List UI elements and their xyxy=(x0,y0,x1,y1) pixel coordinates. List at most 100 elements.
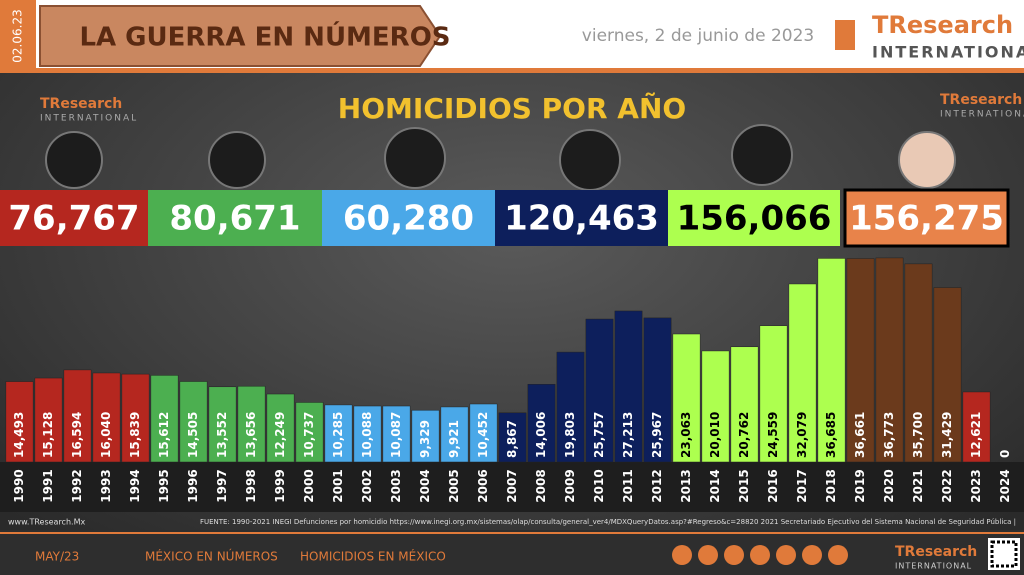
social-icon[interactable] xyxy=(776,545,796,565)
value-label: 25,757 xyxy=(592,412,606,458)
x-tick-label: 2006 xyxy=(476,469,490,502)
bar xyxy=(527,384,556,463)
logo-icon xyxy=(835,20,855,50)
footer-brand-sub: INTERNATIONAL xyxy=(895,562,972,571)
value-label: 13,656 xyxy=(244,412,258,458)
bar xyxy=(382,405,411,463)
value-label: 10,452 xyxy=(476,412,490,458)
portrait xyxy=(898,131,956,189)
portrait xyxy=(45,131,103,189)
value-label: 20,762 xyxy=(737,412,751,458)
bar xyxy=(672,333,701,463)
value-label: 14,505 xyxy=(186,412,200,458)
total-box xyxy=(843,188,1010,248)
value-label: 14,493 xyxy=(12,412,26,458)
bar xyxy=(63,369,92,463)
value-label: 0 xyxy=(998,450,1012,458)
x-tick-label: 1994 xyxy=(128,469,142,502)
bar xyxy=(208,386,237,463)
x-tick-label: 2024 xyxy=(998,469,1012,502)
footer-link[interactable]: MAY/23 xyxy=(35,550,79,564)
footer-brand: TResearch xyxy=(895,544,977,560)
value-label: 10,088 xyxy=(360,412,374,458)
x-tick-label: 2009 xyxy=(563,469,577,502)
value-label: 16,040 xyxy=(99,412,113,458)
bar xyxy=(614,310,643,463)
bar xyxy=(904,263,933,463)
value-label: 20,010 xyxy=(708,412,722,458)
x-tick-label: 2007 xyxy=(505,469,519,502)
social-icon[interactable] xyxy=(802,545,822,565)
value-label: 13,552 xyxy=(215,412,229,458)
date-tag-bg xyxy=(0,0,36,72)
footer-link[interactable]: MÉXICO EN NÚMEROS xyxy=(145,549,278,564)
x-tick-label: 1997 xyxy=(215,469,229,502)
value-label: 23,063 xyxy=(679,412,693,458)
social-icon[interactable] xyxy=(724,545,744,565)
total-label: 60,280 xyxy=(343,199,474,239)
footer-bg xyxy=(0,530,1024,575)
portraits xyxy=(45,124,956,191)
x-tick-label: 1991 xyxy=(41,469,55,502)
social-icon[interactable] xyxy=(672,545,692,565)
bar xyxy=(266,393,295,463)
value-label: 8,867 xyxy=(505,420,519,458)
value-label: 12,249 xyxy=(273,412,287,458)
total-box xyxy=(0,190,148,246)
x-tick-label: 1990 xyxy=(12,469,26,502)
bar xyxy=(324,404,353,463)
value-label: 14,006 xyxy=(534,412,548,458)
bar xyxy=(962,391,991,463)
x-tick-label: 1996 xyxy=(186,469,200,502)
bar xyxy=(34,377,63,463)
bar xyxy=(5,381,34,463)
chart-title: HOMICIDIOS POR AÑO xyxy=(338,91,686,125)
bar xyxy=(643,317,672,463)
portrait xyxy=(208,131,266,189)
bar xyxy=(846,258,875,463)
bar xyxy=(179,381,208,463)
value-label: 16,594 xyxy=(70,412,84,458)
x-tick-label: 2014 xyxy=(708,469,722,502)
x-tick-label: 2020 xyxy=(882,469,896,502)
x-tick-label: 2003 xyxy=(389,469,403,502)
value-label: 27,213 xyxy=(621,412,635,458)
value-label: 15,839 xyxy=(128,412,142,458)
value-label: 35,700 xyxy=(911,412,925,458)
footer-source: FUENTE: 1990-2021 INEGI Defunciones por … xyxy=(200,518,1016,526)
x-tick-label: 2018 xyxy=(824,469,838,502)
x-tick-label: 2022 xyxy=(940,469,954,502)
value-label: 19,803 xyxy=(563,412,577,458)
x-tick-label: 1999 xyxy=(273,469,287,502)
total-box xyxy=(322,190,495,246)
x-tick-label: 2001 xyxy=(331,469,345,502)
x-axis-band xyxy=(0,462,1024,512)
social-icon[interactable] xyxy=(750,545,770,565)
value-label: 36,773 xyxy=(882,412,896,458)
x-tick-label: 2005 xyxy=(447,469,461,502)
x-tick-label: 2019 xyxy=(853,469,867,502)
footer-link[interactable]: HOMICIDIOS EN MÉXICO xyxy=(300,549,446,564)
bar xyxy=(498,412,527,463)
bar xyxy=(730,346,759,463)
social-icon[interactable] xyxy=(698,545,718,565)
total-box xyxy=(148,190,322,246)
social-icon[interactable] xyxy=(828,545,848,565)
total-label: 156,066 xyxy=(677,199,832,239)
x-tick-label: 2023 xyxy=(969,469,983,502)
total-box xyxy=(668,190,840,246)
bar xyxy=(788,283,817,463)
value-label: 12,621 xyxy=(969,412,983,458)
value-label: 36,661 xyxy=(853,412,867,458)
x-tick-label: 1998 xyxy=(244,469,258,502)
x-tick-label: 2011 xyxy=(621,469,635,502)
total-label: 156,275 xyxy=(849,199,1004,239)
qr-pattern xyxy=(990,540,1018,568)
value-label: 10,087 xyxy=(389,412,403,458)
bar xyxy=(875,257,904,463)
banner-bg xyxy=(39,5,442,67)
social-icons xyxy=(672,545,848,565)
bar xyxy=(933,287,962,463)
